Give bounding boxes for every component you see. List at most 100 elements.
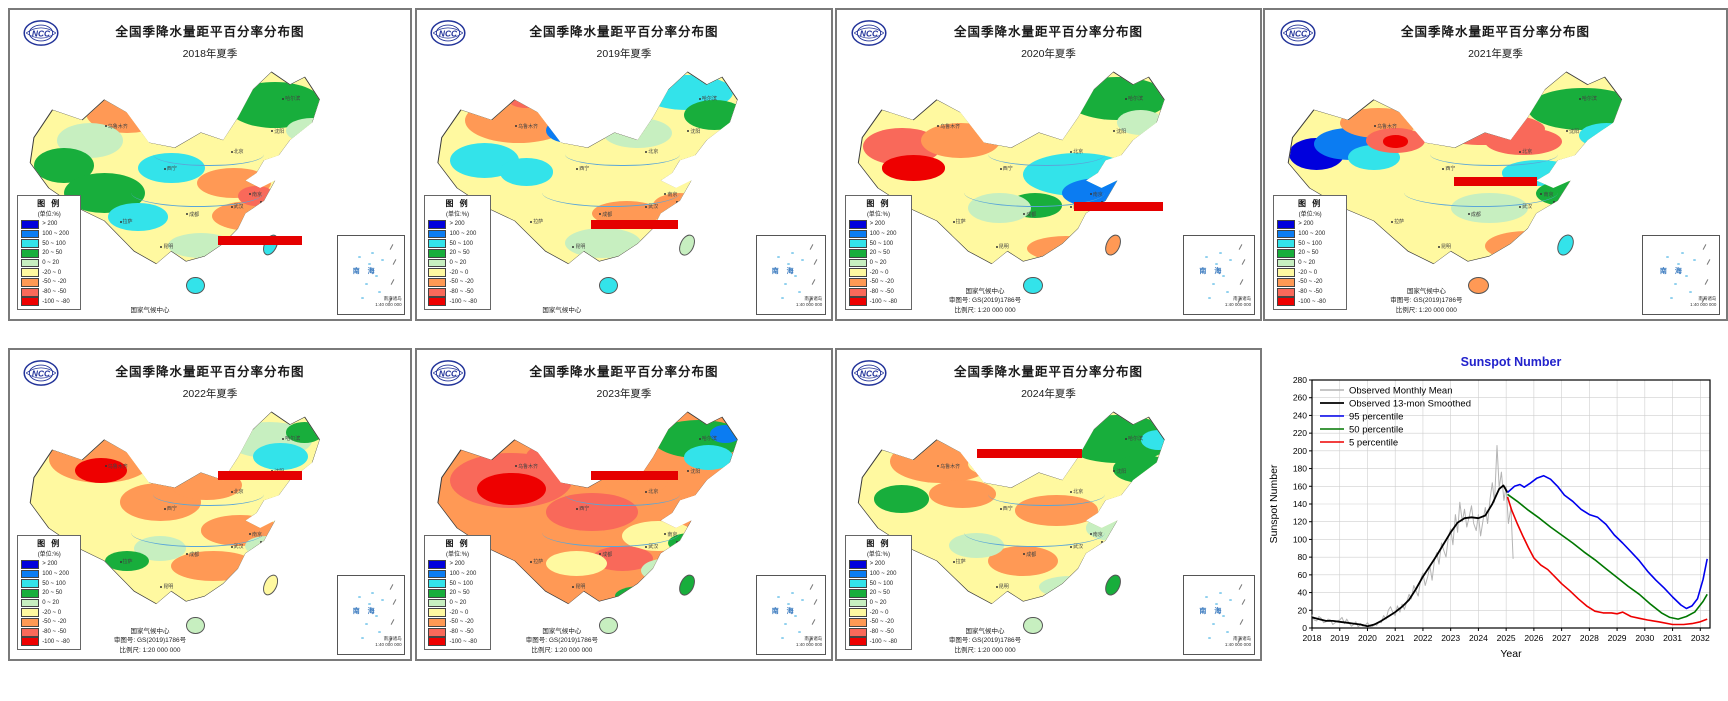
legend-color-swatch xyxy=(848,569,867,579)
legend-item-label: 100 ~ 200 xyxy=(42,570,70,577)
city-label: 上海 xyxy=(675,198,689,205)
island-dot xyxy=(1681,251,1685,254)
legend-color-swatch xyxy=(21,287,40,297)
inset-caption-name: 南海诸岛 xyxy=(804,636,823,642)
x-axis-tick-label: 2032 xyxy=(1691,633,1710,643)
yellow-river xyxy=(564,483,680,507)
red-annotation-bar xyxy=(218,235,302,245)
legend-item: -80 ~ -50 xyxy=(848,287,909,297)
legend-color-swatch xyxy=(21,229,40,239)
island-dot xyxy=(381,259,385,262)
inset-sea-label: 南 海 xyxy=(352,267,378,275)
legend-item-label: 0 ~ 20 xyxy=(869,600,887,607)
legend-item-label: -100 ~ -80 xyxy=(449,298,477,305)
legend-unit: (单位:%) xyxy=(866,212,890,219)
legend-item: > 200 xyxy=(21,219,77,229)
island-dot xyxy=(1225,630,1229,633)
island-dot xyxy=(1222,615,1226,618)
island-dot xyxy=(1222,275,1226,278)
ncc-logo-icon: NCC xyxy=(850,19,888,47)
island-dot xyxy=(797,290,801,293)
map-credits: 国家气候中心 审图号: GS(2019)1786号 比例尺: 1:20 000 00… xyxy=(917,287,1052,315)
credit-line: 比例尺: 1:20 000 000 xyxy=(954,646,1016,654)
anomaly-blob xyxy=(286,117,320,143)
island-dot xyxy=(364,622,368,625)
city-label: 沈阳 xyxy=(1113,468,1126,475)
legend-item: 100 ~ 200 xyxy=(428,569,486,579)
legend-color-swatch xyxy=(848,248,867,258)
hainan-island xyxy=(599,616,619,634)
anomaly-blob xyxy=(108,203,168,231)
legend-item: 0 ~ 20 xyxy=(21,258,77,268)
city-label: 南京 xyxy=(249,191,262,198)
legend-color-swatch xyxy=(428,637,447,647)
city-label: 广州 xyxy=(626,251,639,258)
legend-item-label: -20 ~ 0 xyxy=(449,609,469,616)
legend-item-label: 0 ~ 20 xyxy=(449,260,467,267)
hainan-island xyxy=(1023,276,1043,294)
ncc-logo-icon: NCC xyxy=(22,19,60,47)
inset-caption: 南海诸岛 1:40 000 000 xyxy=(796,636,822,648)
legend-item-label: 50 ~ 100 xyxy=(42,580,66,587)
sunspot-chart: 0 20 40 60 80 100 120 140 160 180 200 220 240 260 280 2… xyxy=(1268,355,1711,660)
island-dot xyxy=(364,282,368,285)
yellow-river xyxy=(987,143,1106,167)
legend-item-label: > 200 xyxy=(449,561,465,568)
legend-item: -80 ~ -50 xyxy=(428,627,486,637)
legend-item-label: 0 ~ 20 xyxy=(42,600,60,607)
svg-text:NCC: NCC xyxy=(860,369,879,379)
legend-color-swatch xyxy=(848,239,867,249)
city-label: 北京 xyxy=(1519,148,1532,155)
legend-item: -100 ~ -80 xyxy=(428,297,486,307)
legend-color-swatch xyxy=(428,559,447,569)
yangtze-river xyxy=(541,178,680,207)
city-label: 昆明 xyxy=(995,243,1009,250)
city-label: 哈尔滨 xyxy=(1124,95,1143,102)
city-label: 昆明 xyxy=(1438,243,1451,250)
legend-unit: (单位:%) xyxy=(446,212,470,219)
hainan-island xyxy=(599,276,619,294)
island-dot xyxy=(777,595,781,598)
red-annotation-bar xyxy=(1073,201,1163,211)
legend-color-swatch xyxy=(21,268,40,278)
x-axis-label: Year xyxy=(1500,648,1522,660)
legend-color-swatch xyxy=(21,239,40,249)
map-title: 全国季降水量距平百分率分布图 xyxy=(115,24,305,39)
anomaly-blob xyxy=(874,485,930,513)
legend-color-swatch xyxy=(21,608,40,618)
inset-caption-name: 南海诸岛 xyxy=(1233,636,1252,642)
legend-item-label: 20 ~ 50 xyxy=(42,250,63,257)
y-axis-tick-label: 240 xyxy=(1293,410,1307,420)
legend-color-swatch xyxy=(1277,287,1296,297)
x-axis-tick-label: 2031 xyxy=(1663,633,1682,643)
chart-legend-item-label: Observed Monthly Mean xyxy=(1349,386,1453,397)
island-dot xyxy=(1208,297,1212,300)
legend-item: 0 ~ 20 xyxy=(428,598,486,608)
city-label: 西宁 xyxy=(1442,165,1455,172)
city-label: 广州 xyxy=(1050,251,1064,258)
legend-item: -80 ~ -50 xyxy=(848,627,909,637)
inset-sea-label: 南 海 xyxy=(771,607,797,615)
credit-line: 审图号: GS(2019)1786号 xyxy=(525,637,599,645)
legend-item: 100 ~ 200 xyxy=(428,229,486,239)
inset-caption-scale: 1:40 000 000 xyxy=(1690,302,1717,308)
city-label: 拉萨 xyxy=(952,558,966,565)
red-annotation-bar xyxy=(1454,176,1537,186)
y-axis-tick-label: 140 xyxy=(1293,499,1307,509)
legend-item: > 200 xyxy=(848,219,909,229)
inset-caption-scale: 1:40 000 000 xyxy=(796,302,823,308)
legend-item-label: > 200 xyxy=(869,561,885,568)
island-dot xyxy=(790,251,794,254)
map-subtitle: 2021年夏季 xyxy=(1468,47,1523,60)
anomaly-blob xyxy=(104,550,150,571)
legend-unit: (单位:%) xyxy=(866,552,890,559)
legend-item-label: 50 ~ 100 xyxy=(869,580,894,587)
island-dot xyxy=(1666,255,1670,258)
legend-item-label: -50 ~ -20 xyxy=(869,279,894,286)
x-axis-tick-label: 2022 xyxy=(1413,633,1432,643)
legend-color-swatch xyxy=(848,618,867,627)
anomaly-blob xyxy=(45,495,105,526)
y-axis-tick-label: 80 xyxy=(1298,552,1308,562)
inset-caption-name: 南海诸岛 xyxy=(1233,296,1252,302)
city-label: 西宁 xyxy=(576,505,589,512)
